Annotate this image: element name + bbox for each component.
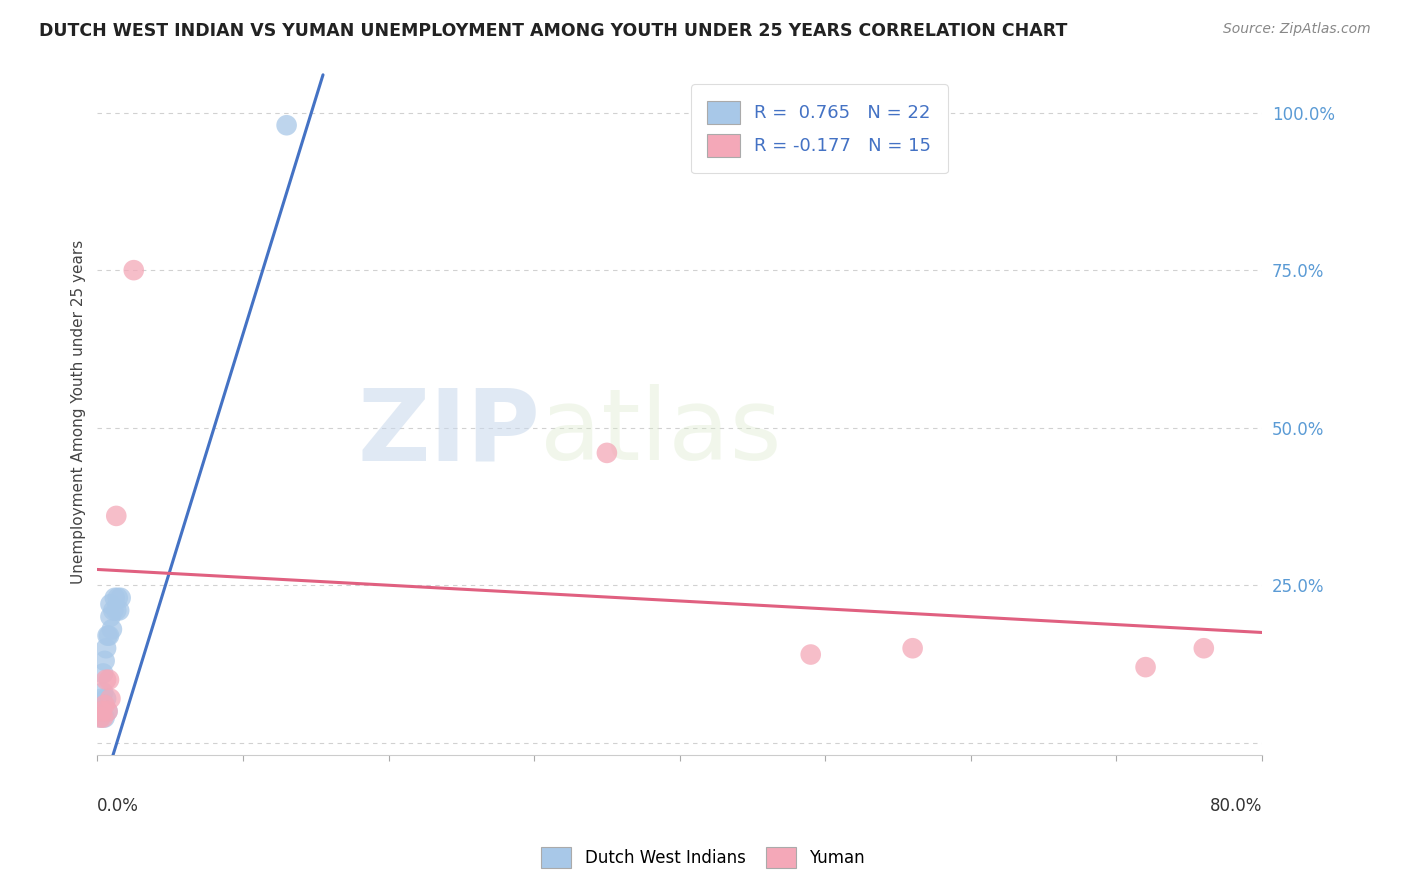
Point [96,704,118,718]
Point [93,654,115,668]
Point [94,673,117,687]
Point [901,641,924,656]
Legend: R =  0.765   N = 22, R = -0.177   N = 15: R = 0.765 N = 22, R = -0.177 N = 15 [692,85,948,173]
Point [98,629,121,643]
Point [89,710,111,724]
Point [105,603,128,617]
Text: atlas: atlas [540,384,782,481]
Text: 0.0%: 0.0% [97,797,139,814]
Point [96,704,118,718]
Point [90,704,112,718]
Point [105,508,128,523]
Point [91,666,114,681]
Point [276,118,298,132]
Point [94,691,117,706]
Point [110,591,132,605]
Point [96,629,118,643]
Point [94,641,117,656]
Point [93,698,115,712]
Point [1192,641,1215,656]
Y-axis label: Unemployment Among Youth under 25 years: Unemployment Among Youth under 25 years [72,240,86,584]
Point [93,710,115,724]
Point [91,685,114,699]
Point [90,704,112,718]
Point [90,691,112,706]
Point [100,597,122,611]
Text: DUTCH WEST INDIAN VS YUMAN UNEMPLOYMENT AMONG YOUTH UNDER 25 YEARS CORRELATION C: DUTCH WEST INDIAN VS YUMAN UNEMPLOYMENT … [39,22,1067,40]
Point [596,446,619,460]
Point [91,710,114,724]
Point [1135,660,1157,674]
Text: ZIP: ZIP [357,384,540,481]
Point [98,673,121,687]
Point [800,648,823,662]
Point [122,263,145,277]
Text: 80.0%: 80.0% [1209,797,1263,814]
Point [100,691,122,706]
Legend: Dutch West Indians, Yuman: Dutch West Indians, Yuman [534,840,872,875]
Point [89,710,111,724]
Point [107,591,129,605]
Point [101,623,124,637]
Point [103,603,125,617]
Text: Source: ZipAtlas.com: Source: ZipAtlas.com [1223,22,1371,37]
Point [108,603,131,617]
Point [104,591,127,605]
Point [100,609,122,624]
